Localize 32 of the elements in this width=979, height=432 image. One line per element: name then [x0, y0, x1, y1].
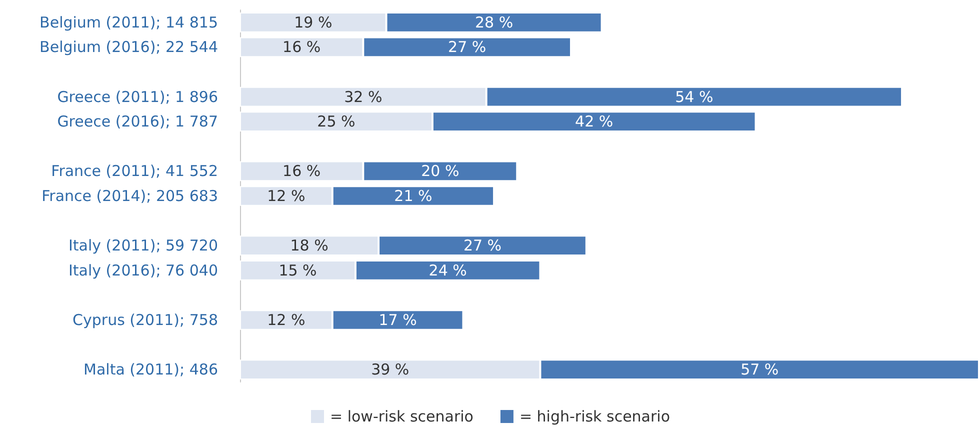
data-label: 15 %: [278, 261, 317, 280]
data-label: 32 %: [344, 88, 382, 106]
legend-label: = low-risk scenario: [330, 408, 474, 426]
y-tick-label: Italy (2016); 76 040: [68, 261, 218, 280]
data-label: 39 %: [371, 360, 410, 379]
data-label: 19 %: [294, 13, 332, 32]
y-tick-label: Malta (2011); 486: [84, 360, 218, 379]
y-tick-label: France (2011); 41 552: [51, 162, 218, 180]
data-label: 17 %: [378, 311, 417, 329]
data-label: 28 %: [474, 13, 514, 32]
data-label: 12 %: [267, 187, 306, 205]
data-label: 16 %: [282, 162, 321, 180]
data-label: 12 %: [267, 311, 306, 329]
data-label: 27 %: [448, 38, 486, 56]
y-tick-label: Belgium (2011); 14 815: [40, 13, 218, 32]
data-label: 27 %: [463, 236, 502, 255]
data-label: 20 %: [421, 162, 460, 180]
data-label: 54 %: [675, 88, 714, 106]
y-tick-label: Greece (2016); 1 787: [57, 112, 218, 131]
y-tick-label: Italy (2011); 59 720: [68, 236, 218, 255]
data-label: 18 %: [290, 236, 328, 255]
data-label: 24 %: [428, 261, 467, 280]
y-tick-label: Belgium (2016); 22 544: [40, 38, 218, 56]
y-tick-label: France (2014); 205 683: [42, 187, 218, 205]
legend-label: = high-risk scenario: [519, 408, 670, 426]
data-label: 42 %: [575, 112, 614, 131]
data-label: 57 %: [740, 360, 779, 379]
data-label: 16 %: [282, 38, 321, 56]
data-label: 21 %: [394, 187, 432, 205]
y-tick-label: Cyprus (2011); 758: [72, 311, 218, 329]
y-tick-label: Greece (2011); 1 896: [57, 88, 218, 106]
data-label: 25 %: [317, 112, 356, 131]
